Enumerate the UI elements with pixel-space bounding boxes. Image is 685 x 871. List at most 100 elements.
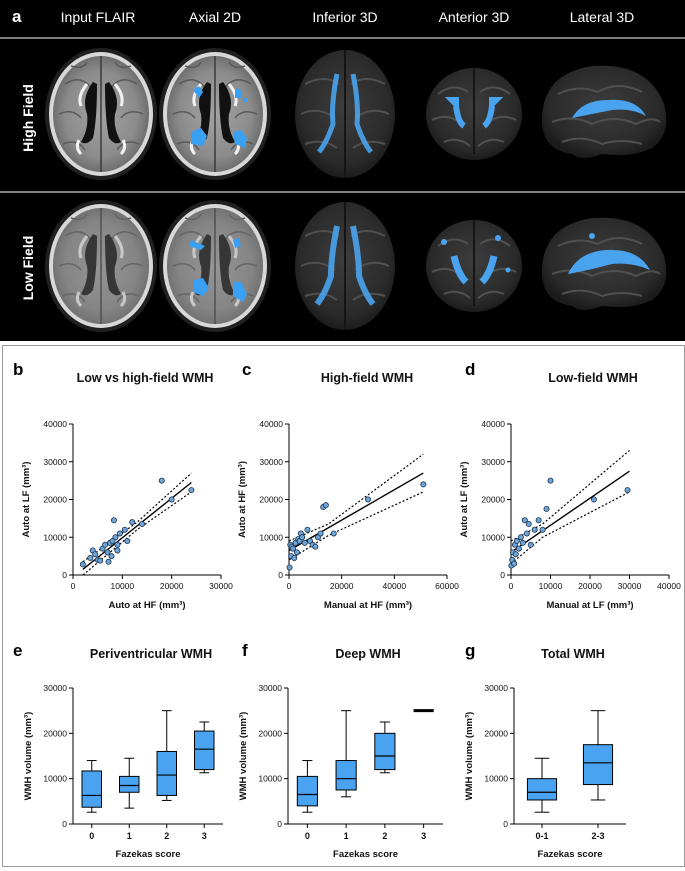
chart-d-data-point (531, 526, 538, 533)
chart-d-y-tick-label: 40000 (481, 419, 505, 429)
chart-d: d Low-field WMH 0 10000 20000 30000 40000 Auto … (459, 360, 681, 611)
chart-g-y-label: WMH volume (mm³) (464, 712, 475, 801)
chart-e-box-rect (81, 770, 102, 808)
chart-c-x-label: Manual at HF (mm³) (324, 600, 412, 611)
chart-e-y-label: WMH volume (mm³) (23, 712, 34, 801)
chart-b-x-tick-label: 30000 (209, 581, 233, 591)
chart-b-ci-upper-line (82, 472, 192, 563)
chart-b-data-point (79, 561, 86, 568)
chart-d-data-point (512, 551, 519, 558)
chart-d-data-point (519, 539, 526, 546)
chart-d-data-point (543, 505, 550, 512)
chart-d-data-point (590, 496, 597, 503)
chart-e-panel-label: e (13, 641, 22, 660)
chart-c-data-point (317, 530, 324, 537)
chart-b-y-tick-label: 30000 (43, 457, 67, 467)
chart-b-x-tick-label: 0 (71, 581, 76, 591)
chart-c-x-tick-label: 0 (287, 581, 292, 591)
chart-e-box-0 (81, 760, 102, 813)
chart-b-x-tick-label: 10000 (111, 581, 135, 591)
chart-d-data-point (525, 521, 532, 528)
chart-c-data-point (330, 530, 337, 537)
chart-c-y-tick-label: 0 (278, 570, 283, 580)
chart-f-x-label: Fazekas score (333, 849, 398, 860)
chart-d-x-tick-label: 10000 (539, 581, 563, 591)
chart-g-y-tick-label: 0 (503, 819, 508, 829)
chart-d-title: Low-field WMH (548, 371, 638, 385)
chart-b-data-point (97, 557, 104, 564)
column-header-inferior-3d: Inferior 3D (312, 9, 377, 25)
chart-g-panel-label: g (465, 641, 475, 660)
chart-e-box-2 (156, 710, 177, 801)
row-label-low-field: Low Field (20, 236, 36, 301)
lf-lateral-3d-render (540, 216, 668, 311)
chart-d-data-point (515, 545, 522, 552)
chart-d-x-tick-label: 20000 (578, 581, 602, 591)
chart-b-data-point (129, 519, 136, 526)
chart-d-panel-label: d (465, 360, 475, 379)
chart-e-y-tick-label: 30000 (43, 683, 67, 693)
panel-a-brain-images: a Input FLAIR Axial 2D Inferior 3D Anter… (0, 0, 685, 341)
chart-c-y-tick-label: 20000 (259, 495, 283, 505)
chart-d-data-point (624, 487, 631, 494)
chart-f-y-tick-label: 10000 (258, 774, 282, 784)
chart-c-data-point (364, 496, 371, 503)
chart-e-box-rect (156, 750, 177, 796)
chart-b-data-point (105, 558, 112, 565)
chart-g-box-1 (582, 710, 614, 801)
chart-d-y-tick-label: 20000 (481, 495, 505, 505)
chart-e-x-label: Fazekas score (116, 849, 181, 860)
chart-b-y-tick-label: 20000 (43, 495, 67, 505)
chart-d-data-point (547, 477, 554, 484)
chart-b-data-point (110, 517, 117, 524)
chart-d-data-point (521, 517, 528, 524)
chart-d-data-point (523, 530, 530, 537)
chart-f-box-0 (296, 760, 318, 813)
chart-b-data-point (158, 477, 165, 484)
chart-b-regression-line (82, 481, 192, 570)
chart-c-x-tick-label: 40000 (383, 581, 407, 591)
lf-input-flair-image (43, 198, 159, 334)
chart-f-title: Deep WMH (335, 647, 400, 661)
column-header-input-flair: Input FLAIR (61, 9, 136, 25)
chart-g-box-0 (526, 757, 558, 813)
chart-b-y-tick-label: 10000 (43, 532, 67, 542)
quantitative-panels: b Low vs high-field WMH 0 10000 20000 30000 40… (2, 345, 685, 867)
chart-b-data-point (92, 551, 99, 558)
chart-c-y-tick-label: 30000 (259, 457, 283, 467)
chart-e-x-tick-label: 1 (127, 831, 132, 841)
charts-svg: b Low vs high-field WMH010000200003000040… (13, 360, 681, 860)
chart-f-x-tick-label: 3 (421, 831, 426, 841)
chart-f-y-tick-label: 20000 (258, 728, 282, 738)
chart-f-panel-label: f (242, 641, 248, 660)
chart-b-x-tick-label: 20000 (160, 581, 184, 591)
row-label-high-field: High Field (20, 84, 36, 152)
chart-c-ci-lower-line (288, 491, 424, 561)
chart-c-x-tick-label: 60000 (435, 581, 459, 591)
chart-g: g Total WMH 0 10000 20000 30000 WMH volume (mm… (464, 641, 626, 860)
chart-b-data-point (87, 555, 94, 562)
chart-d-y-tick-label: 30000 (481, 457, 505, 467)
chart-g-box-rect (526, 778, 558, 801)
chart-b-title: Low vs high-field WMH (77, 371, 214, 385)
chart-e-y-tick-label: 10000 (43, 774, 67, 784)
lf-anterior-3d-render (425, 219, 523, 313)
chart-g-y-tick-label: 30000 (484, 683, 508, 693)
chart-d-regression-line (510, 470, 630, 553)
chart-c-title: High-field WMH (321, 371, 413, 385)
chart-b-data-point (168, 496, 175, 503)
chart-f-box-rect (335, 760, 357, 791)
chart-d-data-point (513, 538, 520, 545)
chart-e-y-tick-label: 0 (62, 819, 67, 829)
chart-e-x-tick-label: 0 (89, 831, 94, 841)
chart-e-y-tick-label: 20000 (43, 728, 67, 738)
chart-g-box-rect (582, 744, 614, 786)
chart-e-title: Periventricular WMH (90, 647, 212, 661)
chart-d-data-point (517, 534, 524, 541)
chart-g-title: Total WMH (541, 647, 605, 661)
column-header-axial-2d: Axial 2D (189, 9, 241, 25)
panel-a-label: a (12, 7, 22, 26)
chart-g-y-tick-label: 10000 (484, 774, 508, 784)
chart-d-ci-lower-line (510, 491, 630, 565)
chart-d-y-tick-label: 0 (500, 570, 505, 580)
